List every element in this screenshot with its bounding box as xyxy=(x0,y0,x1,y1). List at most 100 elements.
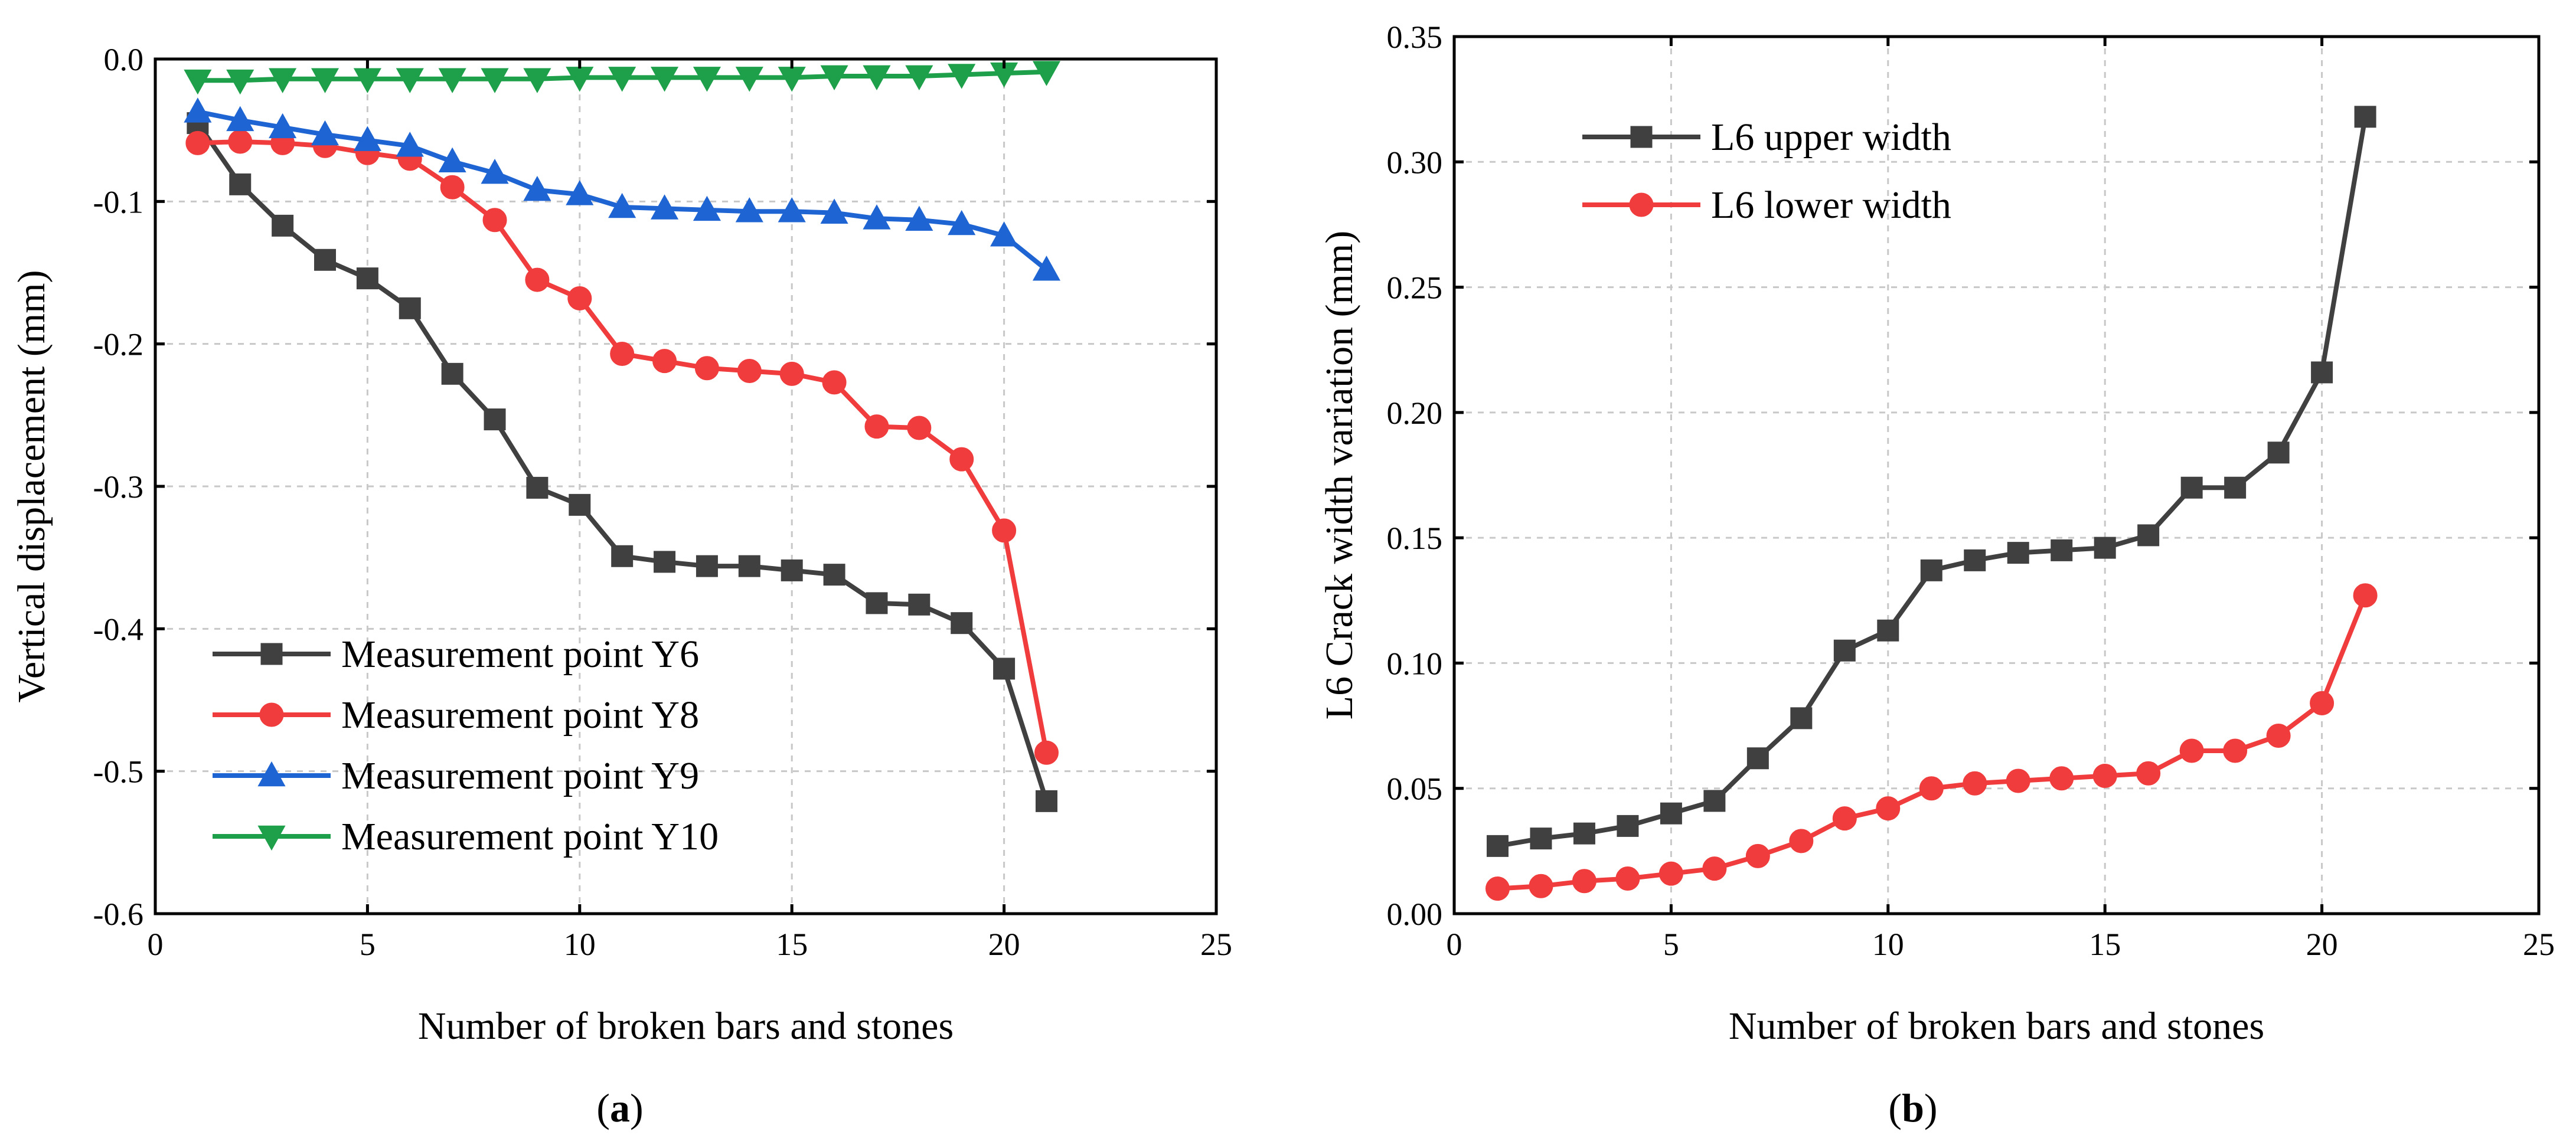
data-point xyxy=(822,370,847,395)
data-point xyxy=(1573,822,1595,845)
y-tick-label: -0.5 xyxy=(93,754,143,790)
data-point xyxy=(2180,476,2203,499)
data-point xyxy=(184,69,212,95)
legend-label: Measurement point Y9 xyxy=(341,754,699,797)
legend-marker xyxy=(1629,192,1654,217)
data-point xyxy=(651,194,679,220)
data-point xyxy=(569,493,591,516)
data-point xyxy=(1877,619,1899,642)
data-point xyxy=(652,349,677,374)
data-point xyxy=(228,129,253,154)
x-tick-label: 10 xyxy=(1872,927,1904,962)
legend-marker xyxy=(1630,126,1653,148)
legend-label: L6 upper width xyxy=(1711,116,1951,159)
chart-a: 0 5 10 15 20 25 -0.6 -0.5 -0.4 -0.3 -0.2 -0.1 0.0 Nu… xyxy=(10,42,1232,1130)
x-tick-label: 25 xyxy=(1200,927,1232,962)
series-a-1 xyxy=(185,129,1059,765)
data-point xyxy=(2267,441,2290,464)
x-tick-label: 5 xyxy=(1663,927,1679,962)
legend-marker xyxy=(260,643,283,665)
data-point xyxy=(992,518,1017,543)
data-point xyxy=(1789,829,1814,853)
x-tick-label: 0 xyxy=(148,927,164,962)
data-point xyxy=(696,555,718,577)
data-point xyxy=(693,67,721,92)
data-point xyxy=(353,126,381,151)
data-point xyxy=(610,342,635,367)
data-point xyxy=(948,64,976,89)
y-tick-label: 0.05 xyxy=(1387,771,1443,807)
data-point xyxy=(993,658,1016,680)
y-tick-label: -0.2 xyxy=(93,327,143,362)
data-point xyxy=(905,205,933,231)
data-point xyxy=(863,204,891,230)
panel-caption-a: (a) xyxy=(596,1085,643,1130)
y-tick-label: 0.15 xyxy=(1387,521,1443,556)
data-point xyxy=(229,173,252,195)
data-point xyxy=(1963,771,1987,796)
data-point xyxy=(863,65,891,91)
panel-label-b: b xyxy=(1902,1085,1924,1130)
data-point xyxy=(311,120,339,146)
data-point xyxy=(779,361,804,386)
data-point xyxy=(482,208,507,233)
data-point xyxy=(2266,724,2291,748)
data-point xyxy=(1615,866,1640,891)
data-point xyxy=(356,267,378,290)
data-point xyxy=(1919,776,1944,801)
x-tick-label: 25 xyxy=(2523,927,2555,962)
y-tick-label: 0.30 xyxy=(1387,145,1443,180)
x-axis-label-a: Number of broken bars and stones xyxy=(418,1005,954,1048)
x-tick-label: 5 xyxy=(360,927,376,962)
data-point xyxy=(481,158,509,184)
data-point xyxy=(1032,61,1061,86)
legend-item: Measurement point Y6 xyxy=(213,633,699,676)
data-point xyxy=(1485,876,1510,901)
data-point xyxy=(269,68,297,93)
data-point xyxy=(1790,707,1813,730)
data-point xyxy=(2310,691,2335,715)
data-point xyxy=(2223,738,2248,763)
data-point xyxy=(1746,747,1769,770)
data-point xyxy=(353,68,381,93)
y-tick-label: -0.1 xyxy=(93,184,143,220)
data-point xyxy=(778,197,806,223)
legend-item: Measurement point Y8 xyxy=(213,694,699,737)
data-point xyxy=(523,175,551,201)
data-point xyxy=(184,97,212,123)
data-point xyxy=(654,551,676,573)
grid-b xyxy=(1454,37,2539,914)
data-point xyxy=(1572,869,1596,894)
x-tick-label: 10 xyxy=(564,927,596,962)
data-point xyxy=(823,564,845,586)
data-point xyxy=(1920,559,1942,581)
data-point xyxy=(693,195,721,221)
data-point xyxy=(2311,361,2333,384)
data-point xyxy=(1832,806,1857,831)
data-point xyxy=(481,68,509,93)
y-tick-label: 0.10 xyxy=(1387,646,1443,681)
data-point xyxy=(1529,874,1553,898)
data-point xyxy=(1032,256,1061,281)
legend-item: L6 upper width xyxy=(1582,116,1951,159)
x-tick-label: 20 xyxy=(988,927,1020,962)
data-point xyxy=(2137,524,2160,547)
series-a-3 xyxy=(184,61,1061,95)
legend-item: Measurement point Y9 xyxy=(213,754,699,797)
data-point xyxy=(737,359,762,384)
data-point xyxy=(396,132,424,157)
legend-item: L6 lower width xyxy=(1582,184,1951,227)
data-point xyxy=(2049,766,2074,791)
data-point xyxy=(440,175,465,199)
series-b xyxy=(1485,106,2378,901)
series-a-2 xyxy=(184,97,1061,281)
data-point xyxy=(1617,815,1639,837)
ticks-a: 0 5 10 15 20 25 -0.6 -0.5 -0.4 -0.3 -0.2 -0.1 0.0 xyxy=(93,42,1232,962)
data-point xyxy=(905,65,933,91)
panel-label-a: a xyxy=(610,1085,630,1130)
data-point xyxy=(311,68,339,93)
data-point xyxy=(2179,738,2204,763)
data-point xyxy=(820,65,848,91)
x-tick-label: 20 xyxy=(2306,927,2338,962)
data-point xyxy=(269,113,297,139)
